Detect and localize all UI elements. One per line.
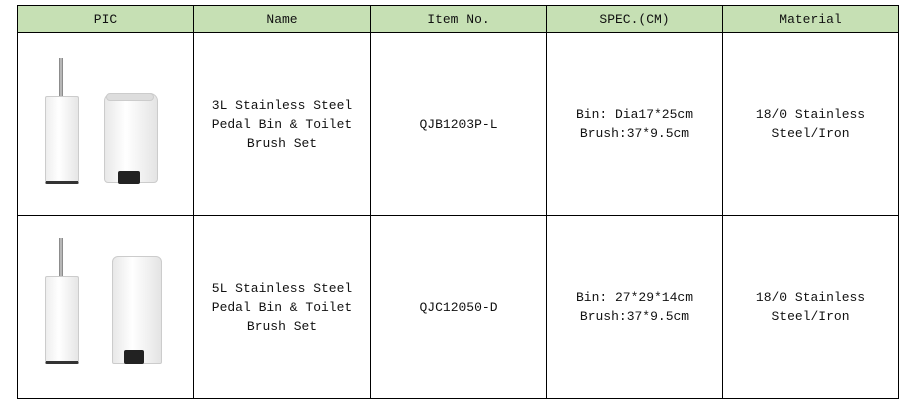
header-material: Material [722,5,899,33]
product-name: 5L Stainless Steel Pedal Bin & Toilet Br… [193,215,371,399]
header-item-no: Item No. [370,5,547,33]
material: 18/0 Stainless Steel/Iron [722,32,899,216]
header-row: PIC Name Item No. SPEC.(CM) Material [17,5,899,33]
spec-brush: Brush:37*9.5cm [579,126,690,141]
material: 18/0 Stainless Steel/Iron [722,215,899,399]
spec-bin: Bin: Dia17*25cm [575,107,694,122]
spec: Bin: 27*29*14cm Brush:37*9.5cm [546,215,723,399]
product-table: PIC Name Item No. SPEC.(CM) Material 3L … [17,5,899,399]
spec-brush: Brush:37*9.5cm [579,309,690,324]
spec-bin: Bin: 27*29*14cm [575,290,694,305]
header-spec: SPEC.(CM) [546,5,723,33]
item-number: QJB1203P-L [370,32,547,216]
header-pic: PIC [17,5,194,33]
spec: Bin: Dia17*25cm Brush:37*9.5cm [546,32,723,216]
item-number: QJC12050-D [370,215,547,399]
product-name: 3L Stainless Steel Pedal Bin & Toilet Br… [193,32,371,216]
table-row: 3L Stainless Steel Pedal Bin & Toilet Br… [17,32,899,216]
product-image [17,32,194,216]
header-name: Name [193,5,371,33]
product-image [17,215,194,399]
table-row: 5L Stainless Steel Pedal Bin & Toilet Br… [17,215,899,399]
